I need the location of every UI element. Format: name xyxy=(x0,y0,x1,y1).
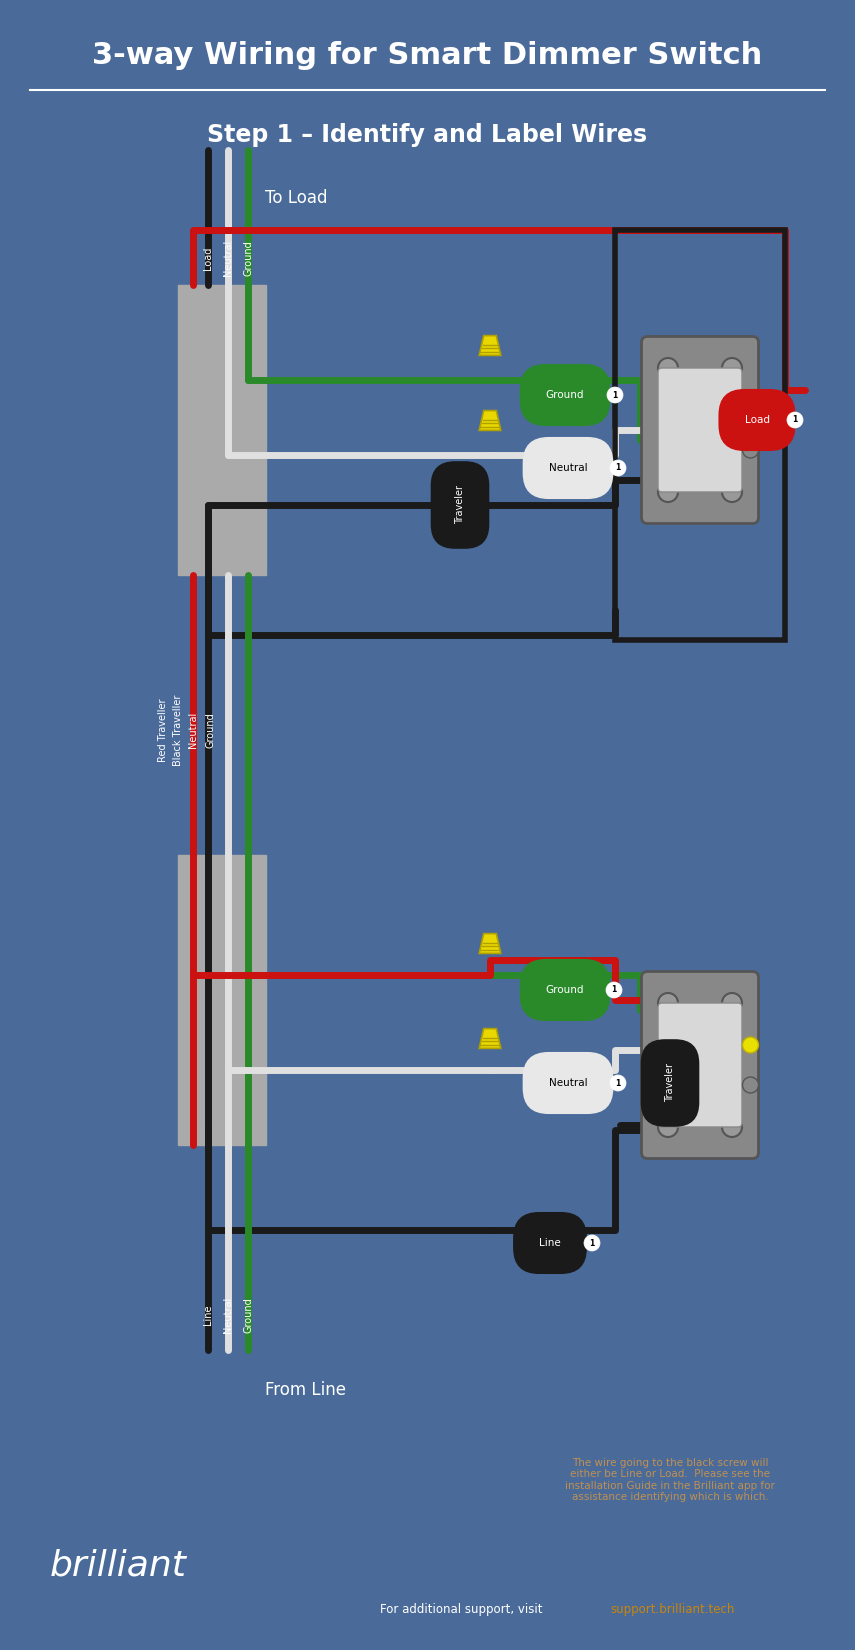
Text: 1: 1 xyxy=(616,464,621,472)
Text: support.brilliant.tech: support.brilliant.tech xyxy=(610,1604,734,1617)
Circle shape xyxy=(584,1234,600,1251)
Text: Traveler: Traveler xyxy=(455,485,465,525)
Text: The wire going to the black screw will
either be Line or Load.  Please see the
i: The wire going to the black screw will e… xyxy=(565,1457,775,1503)
Text: To Load: To Load xyxy=(265,190,327,206)
Text: Neutral: Neutral xyxy=(549,464,587,474)
Circle shape xyxy=(606,982,622,998)
Text: Step 1 – Identify and Label Wires: Step 1 – Identify and Label Wires xyxy=(207,124,647,147)
FancyBboxPatch shape xyxy=(641,337,758,523)
Bar xyxy=(178,855,266,1145)
Text: Load: Load xyxy=(203,246,213,269)
Circle shape xyxy=(742,1036,758,1053)
Text: Traveler: Traveler xyxy=(665,1064,675,1102)
Bar xyxy=(615,229,785,640)
Circle shape xyxy=(658,358,678,378)
Text: Neutral: Neutral xyxy=(223,1297,233,1333)
Text: Neutral: Neutral xyxy=(223,239,233,276)
Circle shape xyxy=(610,1076,626,1091)
Text: Line: Line xyxy=(540,1238,561,1247)
Text: brilliant: brilliant xyxy=(50,1548,187,1582)
Text: 1: 1 xyxy=(589,1239,594,1247)
Circle shape xyxy=(742,403,758,417)
Text: For additional support, visit: For additional support, visit xyxy=(380,1604,546,1617)
Polygon shape xyxy=(479,1028,501,1048)
Circle shape xyxy=(658,993,678,1013)
FancyBboxPatch shape xyxy=(641,972,758,1158)
Text: Black Traveller: Black Traveller xyxy=(173,695,183,766)
Circle shape xyxy=(658,482,678,502)
FancyBboxPatch shape xyxy=(658,1003,742,1127)
Circle shape xyxy=(722,993,742,1013)
Polygon shape xyxy=(479,934,501,954)
Text: 3-way Wiring for Smart Dimmer Switch: 3-way Wiring for Smart Dimmer Switch xyxy=(91,41,762,69)
Circle shape xyxy=(722,358,742,378)
Text: 1: 1 xyxy=(793,416,798,424)
Circle shape xyxy=(607,388,623,403)
Circle shape xyxy=(742,442,758,459)
Text: Ground: Ground xyxy=(243,241,253,276)
Text: 1: 1 xyxy=(611,985,616,995)
Circle shape xyxy=(610,460,626,475)
Text: Ground: Ground xyxy=(545,389,584,399)
Text: 1: 1 xyxy=(616,1079,621,1087)
Text: Neutral: Neutral xyxy=(549,1077,587,1087)
Text: Ground: Ground xyxy=(205,713,215,747)
Text: Load: Load xyxy=(745,416,770,426)
Text: Line: Line xyxy=(203,1305,213,1325)
Polygon shape xyxy=(479,335,501,355)
Text: Ground: Ground xyxy=(545,985,584,995)
Circle shape xyxy=(658,1117,678,1137)
Circle shape xyxy=(742,1077,758,1092)
FancyBboxPatch shape xyxy=(658,368,742,492)
Text: Red Traveller: Red Traveller xyxy=(158,698,168,762)
Bar xyxy=(178,285,266,574)
Circle shape xyxy=(722,482,742,502)
Text: Neutral: Neutral xyxy=(188,711,198,747)
Circle shape xyxy=(722,1117,742,1137)
Polygon shape xyxy=(479,411,501,431)
Text: Ground: Ground xyxy=(243,1297,253,1333)
Text: 1: 1 xyxy=(612,391,617,399)
Text: From Line: From Line xyxy=(265,1381,346,1399)
Circle shape xyxy=(787,412,803,427)
